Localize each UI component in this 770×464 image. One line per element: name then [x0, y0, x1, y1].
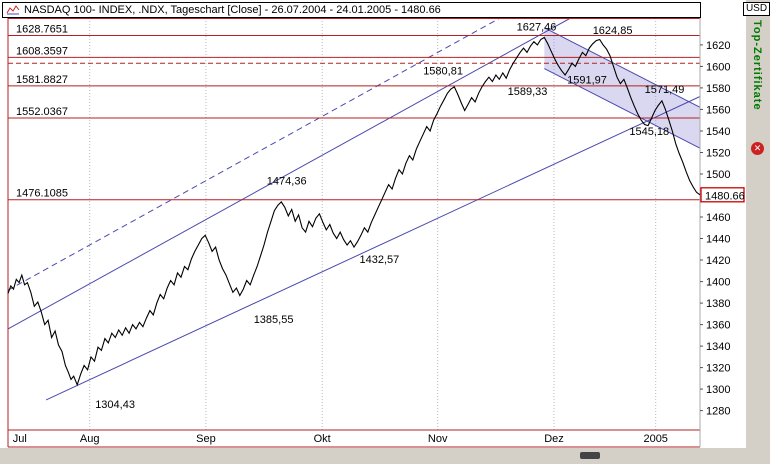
price-annotation: 1591,97 — [567, 74, 607, 86]
y-axis-tick-label: 1340 — [706, 341, 730, 353]
y-axis-tick-label: 1380 — [706, 298, 730, 310]
price-annotation: 1571,49 — [645, 84, 685, 96]
trendline-channel-upper — [7, 18, 571, 330]
scrollbar-thumb[interactable] — [580, 452, 600, 459]
right-sidebar: USD Top-Zertifikate — [743, 0, 770, 464]
currency-label: USD — [743, 2, 770, 16]
chart-title: NASDAQ 100- INDEX, .NDX, Tageschart [Clo… — [24, 4, 441, 16]
y-axis-tick-label: 1400 — [706, 277, 730, 289]
top-zertifikate-link[interactable]: Top-Zertifikate — [751, 20, 763, 111]
current-price-box — [700, 187, 745, 203]
price-annotation: 1385,55 — [254, 314, 294, 326]
y-axis-tick-label: 1280 — [706, 406, 730, 418]
trendline-wedge-lower — [544, 68, 701, 149]
chart-titlebar: NASDAQ 100- INDEX, .NDX, Tageschart [Clo… — [2, 2, 701, 18]
trendline-resistance-dashed — [7, 18, 501, 291]
price-annotation: 1627,46 — [517, 22, 557, 34]
price-chart-plot[interactable]: 1628.7651 1608.3597 1581.8827 1552.0367 1476… — [0, 18, 746, 448]
price-annotation: 1474,36 — [267, 175, 307, 187]
price-annotation: 1580,81 — [423, 66, 463, 78]
month-label: Nov — [428, 433, 448, 445]
y-axis-tick-label: 1560 — [706, 104, 730, 116]
month-label: 2005 — [643, 433, 667, 445]
support-level-label: 1552.0367 — [16, 106, 68, 118]
y-axis-tick-label: 1520 — [706, 148, 730, 160]
close-icon[interactable] — [751, 142, 764, 155]
plot-background — [0, 18, 746, 448]
trendline-wedge-upper — [544, 27, 701, 108]
y-axis-tick-label: 1620 — [706, 40, 730, 52]
current-price-label: 1480.66 — [705, 190, 745, 202]
trendline-channel-lower — [45, 96, 701, 401]
y-axis-tick-label: 1440 — [706, 234, 730, 246]
price-annotation: 1432,57 — [360, 254, 400, 266]
month-label: Aug — [80, 433, 100, 445]
month-label: Sep — [196, 433, 216, 445]
y-axis-tick-label: 1460 — [706, 212, 730, 224]
y-axis-tick-label: 1500 — [706, 169, 730, 181]
price-annotation: 1304,43 — [95, 399, 135, 411]
support-level-label: 1628.7651 — [16, 24, 68, 36]
support-level-label: 1476.1085 — [16, 188, 68, 200]
line-chart-icon — [6, 5, 20, 15]
y-axis-tick-label: 1540 — [706, 126, 730, 138]
y-axis-tick-label: 1300 — [706, 384, 730, 396]
month-label: Jul — [13, 433, 27, 445]
y-axis-tick-label: 1420 — [706, 255, 730, 267]
y-axis-tick-label: 1320 — [706, 363, 730, 375]
price-line — [7, 36, 701, 387]
month-label: Dez — [544, 433, 564, 445]
bottom-bar — [0, 448, 746, 464]
price-annotation: 1624,85 — [593, 25, 633, 37]
support-level-label: 1608.3597 — [16, 45, 68, 57]
price-annotation: 1589,33 — [508, 86, 548, 98]
y-axis-tick-label: 1580 — [706, 83, 730, 95]
support-level-label: 1581.8827 — [16, 74, 68, 86]
month-label: Okt — [314, 433, 331, 445]
price-annotation: 1545,18 — [629, 126, 669, 138]
y-axis-tick-label: 1360 — [706, 320, 730, 332]
y-axis-tick-label: 1600 — [706, 61, 730, 73]
